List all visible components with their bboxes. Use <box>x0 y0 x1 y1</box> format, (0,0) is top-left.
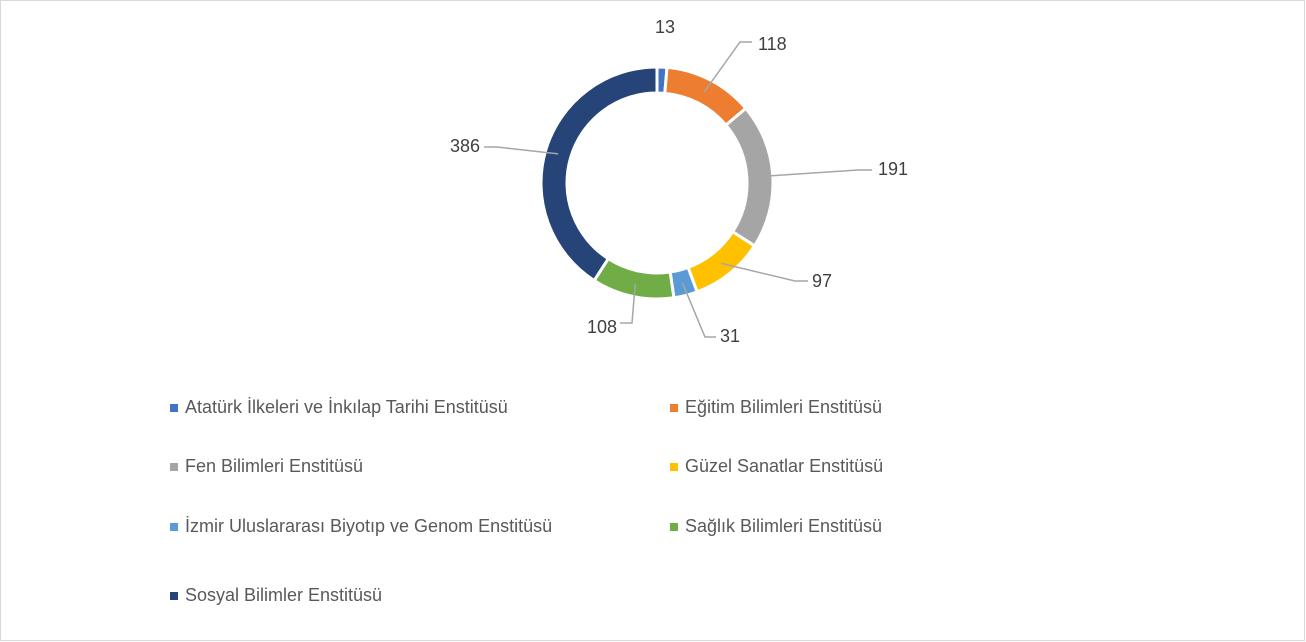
legend-swatch <box>170 592 178 600</box>
leader-line <box>620 283 636 324</box>
legend-swatch <box>670 463 678 471</box>
data-label: 118 <box>758 34 787 54</box>
legend-swatch <box>670 404 678 412</box>
data-label: 31 <box>720 326 740 346</box>
legend-label: Sosyal Bilimler Enstitüsü <box>185 585 382 605</box>
legend: Atatürk İlkeleri ve İnkılap Tarihi Ensti… <box>170 397 883 605</box>
leader-line <box>721 262 808 282</box>
legend-label: Güzel Sanatlar Enstitüsü <box>685 456 883 476</box>
data-label: 13 <box>655 17 675 37</box>
data-label: 191 <box>878 159 908 179</box>
legend-label: Sağlık Bilimleri Enstitüsü <box>685 516 882 536</box>
legend-swatch <box>170 463 178 471</box>
legend-label: Fen Bilimleri Enstitüsü <box>185 456 363 476</box>
legend-label: Atatürk İlkeleri ve İnkılap Tarihi Ensti… <box>185 397 508 417</box>
data-label: 386 <box>450 136 480 156</box>
data-label: 108 <box>587 317 617 337</box>
legend-label: İzmir Uluslararası Biyotıp ve Genom Enst… <box>185 516 552 536</box>
legend-swatch <box>170 404 178 412</box>
data-label: 97 <box>812 271 832 291</box>
leader-line <box>703 41 752 93</box>
legend-swatch <box>170 523 178 531</box>
leader-line <box>759 169 872 178</box>
legend-label: Eğitim Bilimleri Enstitüsü <box>685 397 882 417</box>
leader-line <box>484 146 559 155</box>
donut-segment <box>539 65 659 283</box>
leader-line <box>681 282 716 338</box>
legend-swatch <box>670 523 678 531</box>
